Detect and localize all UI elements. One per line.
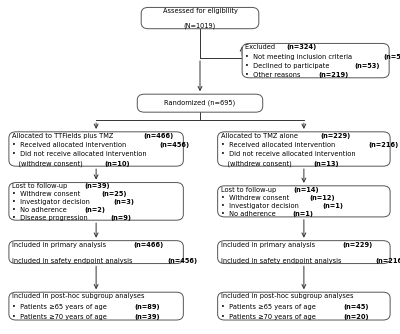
Text: (n=2): (n=2) [84,207,105,213]
Text: (n=39): (n=39) [135,314,160,320]
Text: •  Withdrew consent: • Withdrew consent [221,195,291,201]
Text: (n=219): (n=219) [318,72,348,78]
Text: Allocated to TMZ alone: Allocated to TMZ alone [221,133,300,139]
Text: Lost to follow-up: Lost to follow-up [221,187,278,193]
Text: •  Patients ≥70 years of age: • Patients ≥70 years of age [221,314,318,320]
Text: •  Did not receive allocated intervention: • Did not receive allocated intervention [12,151,147,157]
Text: (n=229): (n=229) [342,241,373,247]
Text: (n=229): (n=229) [321,133,351,139]
Text: (n=216): (n=216) [376,258,400,264]
FancyBboxPatch shape [9,240,183,264]
Text: •  No adherence: • No adherence [221,211,278,217]
Text: •  Disease progression: • Disease progression [12,214,90,220]
Text: •  Patients ≥65 years of age: • Patients ≥65 years of age [12,304,109,310]
Text: •  Investigator decision: • Investigator decision [12,199,92,205]
Text: •  Declined to participate: • Declined to participate [245,63,332,69]
Text: •  Patients ≥70 years of age: • Patients ≥70 years of age [12,314,109,320]
Text: (n=1): (n=1) [293,211,314,217]
Text: (n=216): (n=216) [368,142,398,148]
Text: •  Not meeting inclusion criteria: • Not meeting inclusion criteria [245,54,354,60]
Text: Included in post-hoc subgroup analyses: Included in post-hoc subgroup analyses [221,293,353,299]
Text: (withdrew consent): (withdrew consent) [12,160,85,167]
Text: (n=53): (n=53) [355,63,380,69]
Text: Excluded: Excluded [245,44,278,50]
Text: •  Did not receive allocated intervention: • Did not receive allocated intervention [221,151,356,157]
Text: •  No adherence: • No adherence [12,207,69,213]
Text: (n=52): (n=52) [384,54,400,60]
Text: (n=324): (n=324) [286,44,316,50]
Text: (n=20): (n=20) [344,314,369,320]
Text: (n=13): (n=13) [313,161,338,167]
Text: Randomized (n=695): Randomized (n=695) [164,100,236,107]
Text: Lost to follow-up: Lost to follow-up [12,183,70,189]
Text: (n=89): (n=89) [135,304,160,310]
Text: (n=456): (n=456) [167,258,197,264]
Text: •  Patients ≥65 years of age: • Patients ≥65 years of age [221,304,318,310]
Text: (N=1019): (N=1019) [184,23,216,29]
Text: (n=25): (n=25) [101,191,126,197]
Text: Included in safety endpoint analysis: Included in safety endpoint analysis [221,258,344,264]
Text: •  Received allocated intervention: • Received allocated intervention [12,142,128,148]
Text: Assessed for eligibility: Assessed for eligibility [162,8,238,14]
Text: (n=456): (n=456) [159,142,189,148]
Text: (n=45): (n=45) [344,304,369,310]
Text: (withdrew consent): (withdrew consent) [221,160,294,167]
FancyBboxPatch shape [137,94,263,112]
Text: (n=3): (n=3) [113,199,134,205]
Text: •  Received allocated intervention: • Received allocated intervention [221,142,337,148]
Text: Allocated to TTFields plus TMZ: Allocated to TTFields plus TMZ [12,133,116,139]
Text: (n=466): (n=466) [134,241,164,247]
Text: •  Withdrew consent: • Withdrew consent [12,191,82,197]
Text: (n=9): (n=9) [110,214,132,220]
Text: (n=12): (n=12) [310,195,335,201]
Text: (n=466): (n=466) [143,133,173,139]
FancyBboxPatch shape [141,7,259,29]
FancyBboxPatch shape [9,132,183,166]
Text: (n=10): (n=10) [104,161,130,167]
FancyBboxPatch shape [218,132,390,166]
FancyBboxPatch shape [218,292,390,320]
Text: Included in safety endpoint analysis: Included in safety endpoint analysis [12,258,135,264]
Text: Included in primary analysis: Included in primary analysis [221,241,317,247]
FancyBboxPatch shape [9,183,183,220]
FancyBboxPatch shape [218,240,390,264]
Text: (n=14): (n=14) [293,187,319,193]
Text: •  Investigator decision: • Investigator decision [221,203,301,209]
Text: (n=39): (n=39) [84,183,110,189]
Text: •  Other reasons: • Other reasons [245,72,303,78]
FancyBboxPatch shape [242,43,389,78]
FancyBboxPatch shape [9,292,183,320]
Text: Included in primary analysis: Included in primary analysis [12,241,108,247]
FancyBboxPatch shape [218,186,390,217]
Text: Included in post-hoc subgroup analyses: Included in post-hoc subgroup analyses [12,293,144,299]
Text: (n=1): (n=1) [322,203,343,209]
